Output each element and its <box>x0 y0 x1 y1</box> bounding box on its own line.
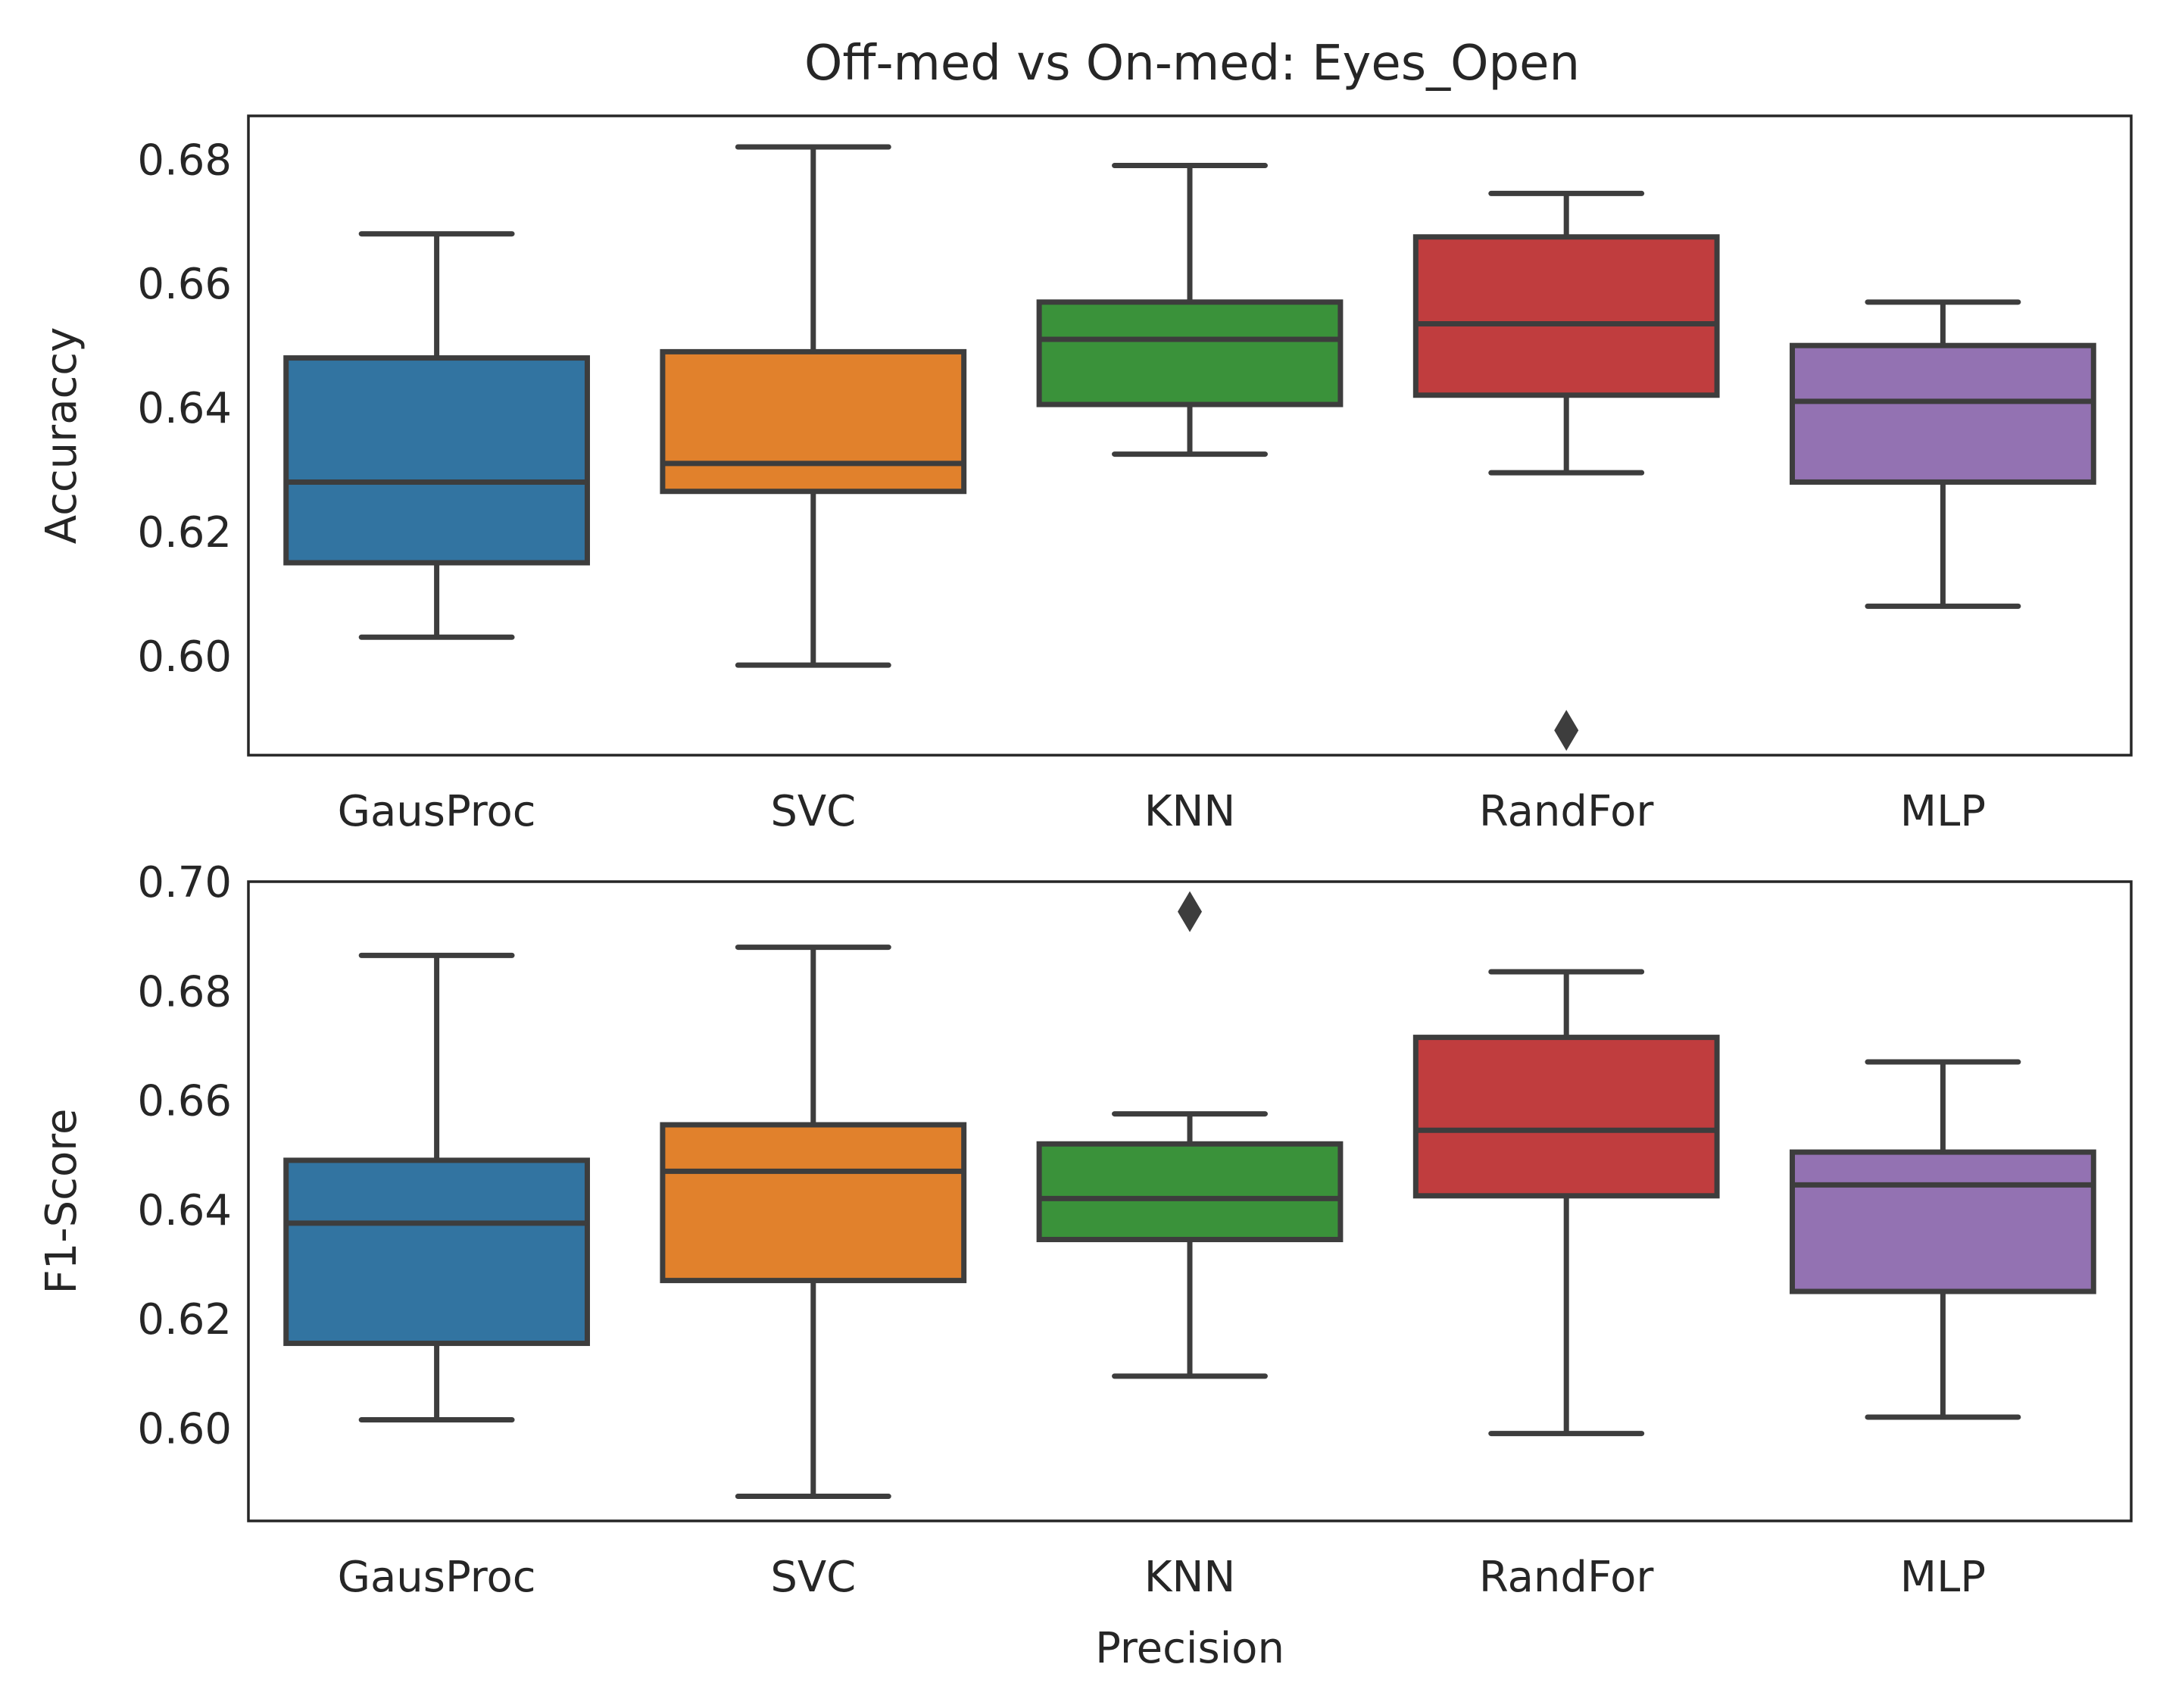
x-tick-label: GausProc <box>338 1553 536 1602</box>
y-tick-label: 0.62 <box>137 508 232 557</box>
y-tick-label: 0.64 <box>137 384 232 433</box>
x-tick-label: RandFor <box>1479 787 1655 836</box>
svc-box <box>660 348 967 495</box>
gausproc-box <box>283 1157 590 1347</box>
y-tick-label: 0.66 <box>137 260 232 309</box>
gausproc-box <box>283 355 590 566</box>
y-axis-label: Accuraccy <box>37 327 86 544</box>
y-axis-label: F1-Score <box>37 1109 86 1294</box>
accuracy-panel: 0.60 0.62 0.64 0.66 0.68 Accuraccy GausProc SVC… <box>37 114 2133 836</box>
y-tick-label: 0.60 <box>137 632 232 682</box>
x-tick-label: RandFor <box>1479 1553 1655 1602</box>
knn-box <box>1036 299 1344 407</box>
x-axis-label: Precision <box>1095 1624 1284 1673</box>
knn-box <box>1036 1141 1344 1242</box>
randfor-outlier <box>1554 710 1579 751</box>
y-tick-label: 0.60 <box>137 1404 232 1454</box>
x-tick-label: SVC <box>770 1553 856 1602</box>
y-tick-label: 0.68 <box>137 136 232 185</box>
y-tick-label: 0.62 <box>137 1295 232 1344</box>
x-tick-label: KNN <box>1144 1553 1236 1602</box>
y-tick-label: 0.64 <box>137 1186 232 1235</box>
chart-title: Off-med vs On-med: Eyes_Open <box>804 36 1580 92</box>
plot-frame <box>247 114 2133 757</box>
x-tick-label: KNN <box>1144 787 1236 836</box>
x-tick-label: MLP <box>1900 1553 1986 1602</box>
y-tick-label: 0.70 <box>137 858 232 907</box>
knn-outlier <box>1178 891 1202 932</box>
y-tick-label: 0.68 <box>137 967 232 1016</box>
f1-score-panel: 0.60 0.62 0.64 0.66 0.68 0.70 F1-Score GausProc… <box>37 858 2133 1673</box>
x-tick-label: SVC <box>770 787 856 836</box>
randfor-box <box>1412 234 1720 398</box>
mlp-box <box>1790 1149 2096 1294</box>
svc-box <box>660 1122 967 1284</box>
x-tick-label: GausProc <box>338 787 536 836</box>
y-tick-label: 0.66 <box>137 1077 232 1126</box>
plot-frame <box>247 880 2133 1522</box>
randfor-box <box>1412 1035 1720 1199</box>
mlp-box <box>1790 342 2096 485</box>
x-tick-label: MLP <box>1900 787 1986 836</box>
